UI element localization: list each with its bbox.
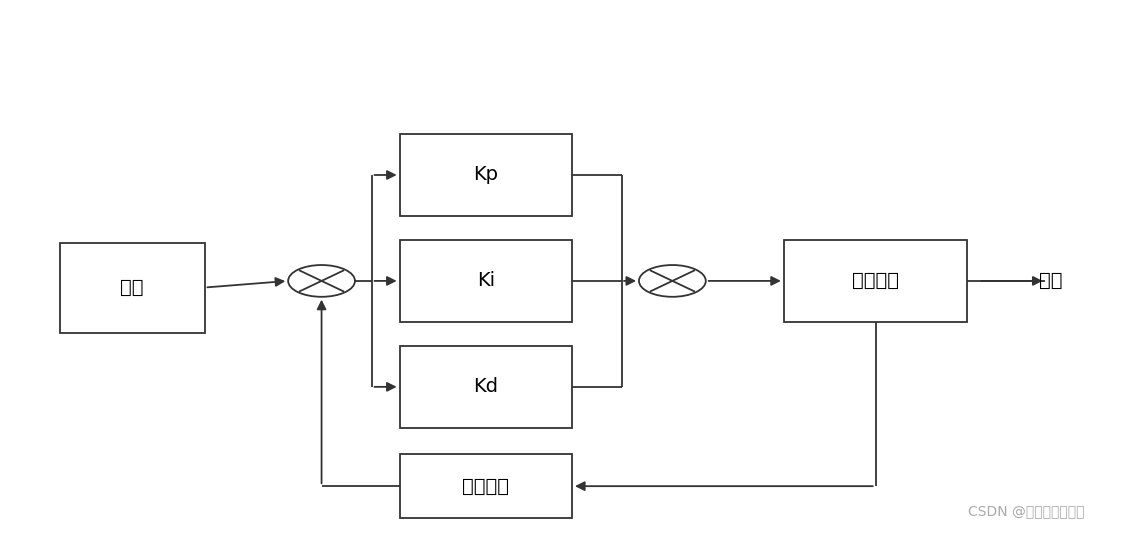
Bar — [399, 346, 572, 428]
Bar — [399, 240, 572, 322]
Text: 输出: 输出 — [1039, 271, 1063, 291]
Bar — [399, 455, 572, 518]
Circle shape — [288, 265, 355, 297]
Text: 测量反馈: 测量反馈 — [462, 477, 509, 495]
Text: Kd: Kd — [473, 377, 498, 397]
Text: 执行机构: 执行机构 — [852, 271, 899, 291]
Text: Kp: Kp — [473, 166, 498, 185]
Bar — [59, 243, 204, 332]
Text: Ki: Ki — [477, 271, 495, 291]
Text: CSDN @求上进的小怪兽: CSDN @求上进的小怪兽 — [968, 504, 1085, 518]
Bar — [784, 240, 967, 322]
Circle shape — [638, 265, 706, 297]
Bar — [399, 134, 572, 216]
Text: 输入: 输入 — [120, 278, 144, 297]
